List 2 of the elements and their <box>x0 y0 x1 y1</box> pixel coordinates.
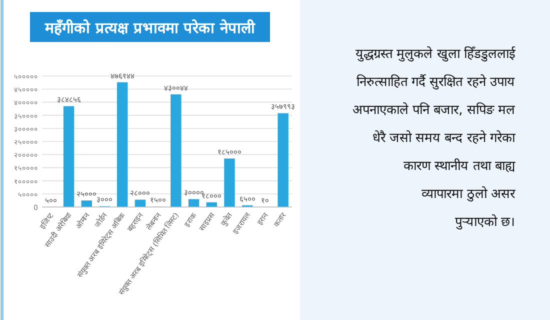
chart-title: महँगीको प्रत्यक्ष प्रभावमा परेका नेपाली <box>44 19 256 37</box>
text: युद्धग्रस्त मुलुकले खुला हिँडडुललाई निरुत्साहित गर्दै सुरक्षित रहने उपाय अपनाएकाले पनि बजार, सपिङ मल धेरै जसो समय बन्द रहने गरेका कारण स्थानीय तथा बाह्य व्यापारमा ठुलो असर पुऱ्याएको छ। <box>352 46 516 230</box>
